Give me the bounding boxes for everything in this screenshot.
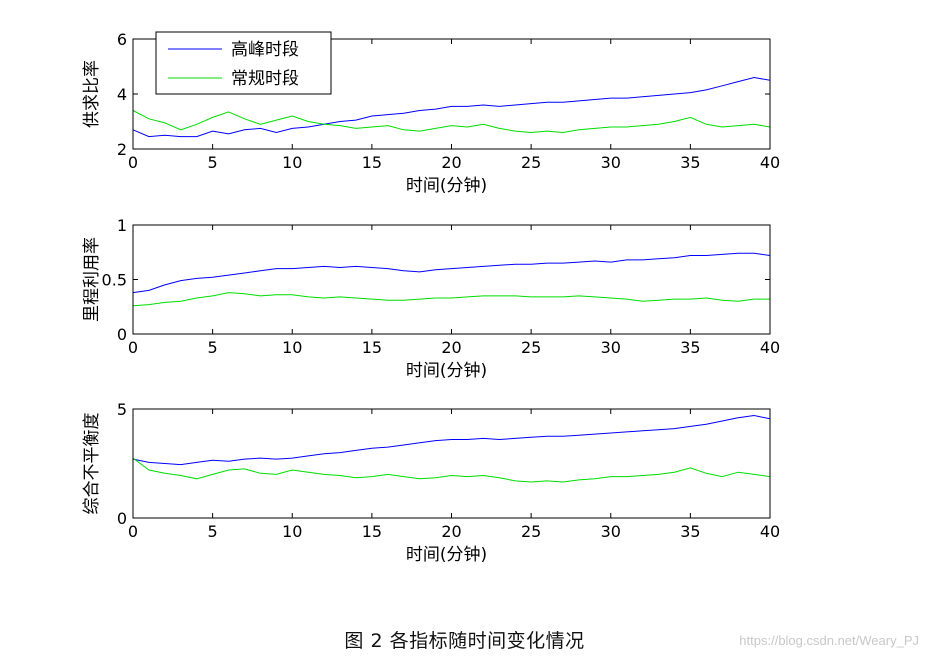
- x-tick-label: 35: [680, 338, 700, 357]
- x-tick-label: 15: [362, 338, 382, 357]
- x-axis-label: 时间(分钟): [406, 361, 487, 381]
- x-tick-label: 5: [208, 153, 218, 172]
- subplot-2: 0 5 10 15 20 25 30 35 40 0 0.5 1 时间(分钟) 里程利用率: [82, 216, 780, 381]
- x-tick-label: 25: [521, 338, 541, 357]
- subplot-3: 0 5 10 15 20 25 30 35 40 0 5 时间(分钟) 综合不平衡度: [82, 400, 780, 565]
- x-tick-label: 15: [362, 153, 382, 172]
- x-tick-label: 20: [441, 153, 461, 172]
- y-tick-label: 0: [117, 509, 127, 528]
- x-tick-label: 0: [128, 522, 138, 541]
- x-tick-label: 20: [441, 522, 461, 541]
- axes-frame: [132, 224, 771, 335]
- series-line-regular: [132, 457, 771, 483]
- y-axis-label: 供求比率: [82, 60, 102, 128]
- y-tick-label: 2: [117, 140, 127, 159]
- series-line-peak: [132, 252, 771, 294]
- series-line-regular: [132, 292, 770, 307]
- x-tick-label: 5: [208, 338, 218, 357]
- series-line-regular: [132, 110, 771, 134]
- x-tick-label: 0: [128, 153, 138, 172]
- watermark-url: https://blog.csdn.net/Weary_PJ: [739, 633, 919, 648]
- y-tick-label: 4: [117, 85, 127, 104]
- x-tick-label: 25: [521, 153, 541, 172]
- x-tick-label: 35: [680, 153, 700, 172]
- x-tick-label: 40: [760, 338, 780, 357]
- x-tick-label: 30: [601, 153, 621, 172]
- legend-label: 高峰时段: [231, 40, 299, 60]
- x-tick-label: 40: [760, 153, 780, 172]
- y-tick-label: 0.5: [102, 271, 127, 290]
- x-tick-label: 10: [282, 338, 302, 357]
- legend-label: 常规时段: [231, 69, 299, 89]
- x-tick-label: 35: [680, 522, 700, 541]
- y-tick-label: 5: [117, 400, 127, 419]
- x-tick-label: 15: [362, 522, 382, 541]
- y-tick-label: 1: [117, 216, 127, 235]
- y-tick-label: 6: [117, 30, 127, 49]
- x-tick-label: 40: [760, 522, 780, 541]
- x-tick-label: 25: [521, 522, 541, 541]
- x-tick-label: 0: [128, 338, 138, 357]
- x-tick-label: 10: [282, 153, 302, 172]
- x-tick-label: 10: [282, 522, 302, 541]
- x-axis-label: 时间(分钟): [406, 545, 487, 565]
- figure-caption: 图 2 各指标随时间变化情况: [344, 630, 585, 652]
- legend-box: [155, 31, 332, 95]
- x-tick-label: 30: [601, 338, 621, 357]
- x-tick-label: 20: [441, 338, 461, 357]
- y-axis-label: 里程利用率: [82, 237, 102, 322]
- x-tick-label: 5: [208, 522, 218, 541]
- x-axis-label: 时间(分钟): [406, 176, 487, 196]
- series-line-peak: [132, 76, 771, 138]
- x-tick-label: 30: [601, 522, 621, 541]
- y-axis-label: 综合不平衡度: [82, 413, 102, 515]
- y-tick-label: 0: [117, 325, 127, 344]
- axes-frame: [132, 408, 771, 519]
- series-line-peak: [132, 414, 771, 466]
